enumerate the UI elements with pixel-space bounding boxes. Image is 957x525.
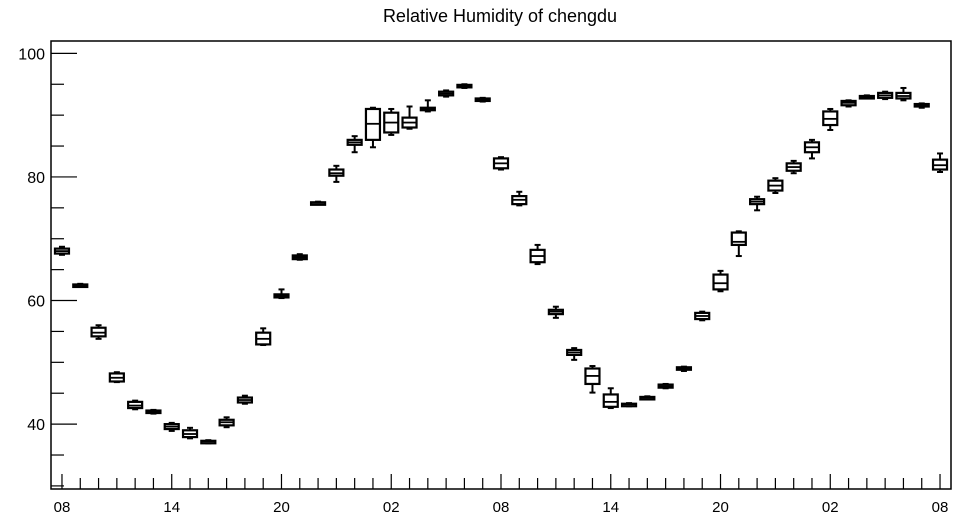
box-plot (877, 90, 894, 101)
box-plot (200, 439, 217, 445)
box-plot (748, 195, 766, 212)
box-plot (895, 86, 912, 102)
y-tick-label: 40 (27, 417, 45, 434)
plot-frame (50, 40, 952, 490)
box-plot (803, 138, 821, 160)
box-plot (566, 347, 583, 361)
box-plot (53, 245, 71, 256)
box-plot (639, 395, 656, 401)
box-plot (163, 421, 180, 432)
box-plot (657, 382, 674, 390)
box-plot (236, 394, 254, 405)
x-tick-label: 08 (493, 499, 510, 516)
box-plot (840, 99, 857, 108)
box-plot (328, 164, 345, 183)
box-plot (694, 310, 711, 322)
y-tick-label: 60 (27, 294, 45, 311)
box-plot (145, 408, 162, 415)
box-plot (90, 324, 107, 340)
y-tick-label: 80 (27, 170, 45, 187)
box-plot (858, 94, 875, 100)
box-plot (438, 89, 455, 98)
box-plot (492, 156, 510, 171)
box-series (53, 83, 949, 445)
box-plot (822, 107, 839, 131)
box-plot (730, 230, 747, 258)
box-plot (712, 269, 729, 293)
box-plot (584, 365, 601, 394)
x-tick-label: 02 (822, 499, 839, 516)
box-plot (273, 288, 290, 300)
box-plot (547, 305, 564, 319)
box-plot (127, 399, 144, 411)
x-tick-label: 02 (383, 499, 400, 516)
box-plot (767, 177, 784, 195)
box-plot (218, 416, 235, 429)
x-tick-label: 20 (712, 499, 729, 516)
box-plot (309, 200, 327, 206)
box-plot (913, 102, 930, 109)
box-body (602, 393, 619, 408)
box-plot (419, 99, 436, 113)
box-plot (474, 96, 491, 103)
box-plot (931, 152, 949, 174)
x-tick-label: 08 (54, 499, 71, 516)
x-tick-label: 20 (273, 499, 290, 516)
x-tick-label: 14 (602, 499, 619, 516)
box-plot (511, 190, 528, 207)
x-tick-label: 08 (932, 499, 949, 516)
y-axis: 40 60 80 100 (18, 46, 77, 487)
box-plot (291, 253, 308, 261)
box-plot (72, 282, 89, 289)
box-plot (346, 135, 363, 154)
box-plot (675, 365, 693, 372)
box-plot (785, 159, 802, 175)
chart-title: Relative Humidity of chengdu (383, 6, 617, 26)
box-body (712, 273, 729, 291)
box-plot (255, 327, 272, 347)
box-plot (602, 387, 619, 410)
y-tick-label: 100 (18, 46, 45, 63)
box-plot (181, 426, 199, 440)
box-plot (383, 107, 400, 136)
box-plot (401, 105, 418, 130)
x-axis: 08 14 20 02 08 14 20 02 08 (54, 474, 949, 516)
box-plot (529, 243, 546, 266)
box-plot (108, 371, 125, 384)
box-plot (620, 402, 638, 408)
box-body (730, 231, 747, 247)
x-tick-label: 14 (163, 499, 180, 516)
box-plot (456, 83, 473, 89)
box-plot (364, 106, 382, 149)
